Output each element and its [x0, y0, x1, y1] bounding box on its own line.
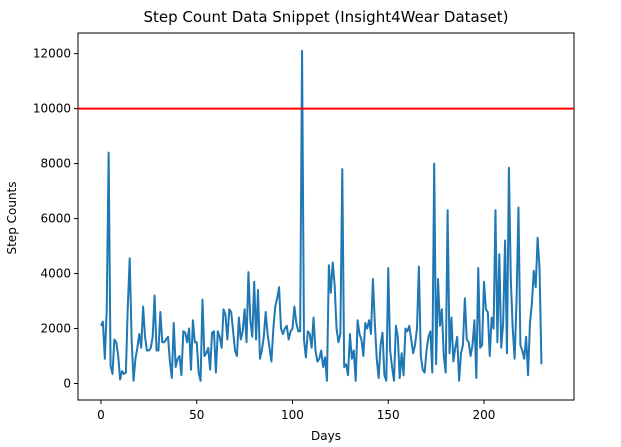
- x-axis: 0 50 100 150 200: [97, 400, 495, 422]
- x-tick-label: 100: [281, 408, 304, 422]
- x-tick-label: 150: [377, 408, 400, 422]
- x-axis-label: Days: [311, 429, 341, 443]
- y-tick-label: 4000: [40, 267, 71, 281]
- y-axis-label: Step Counts: [5, 181, 19, 254]
- x-tick-label: 200: [473, 408, 496, 422]
- chart-title: Step Count Data Snippet (Insight4Wear Da…: [143, 8, 508, 26]
- x-tick-label: 0: [97, 408, 105, 422]
- x-tick-label: 50: [189, 408, 204, 422]
- y-axis: 0 2000 4000 6000 8000 10000 12000: [33, 47, 78, 391]
- y-tick-label: 2000: [40, 322, 71, 336]
- y-tick-label: 12000: [33, 47, 71, 61]
- plot-frame: [77, 32, 575, 401]
- y-tick-label: 0: [63, 377, 71, 391]
- step-count-line: [100, 49, 543, 382]
- y-tick-label: 10000: [33, 102, 71, 116]
- y-tick-label: 8000: [40, 157, 71, 171]
- y-tick-label: 6000: [40, 212, 71, 226]
